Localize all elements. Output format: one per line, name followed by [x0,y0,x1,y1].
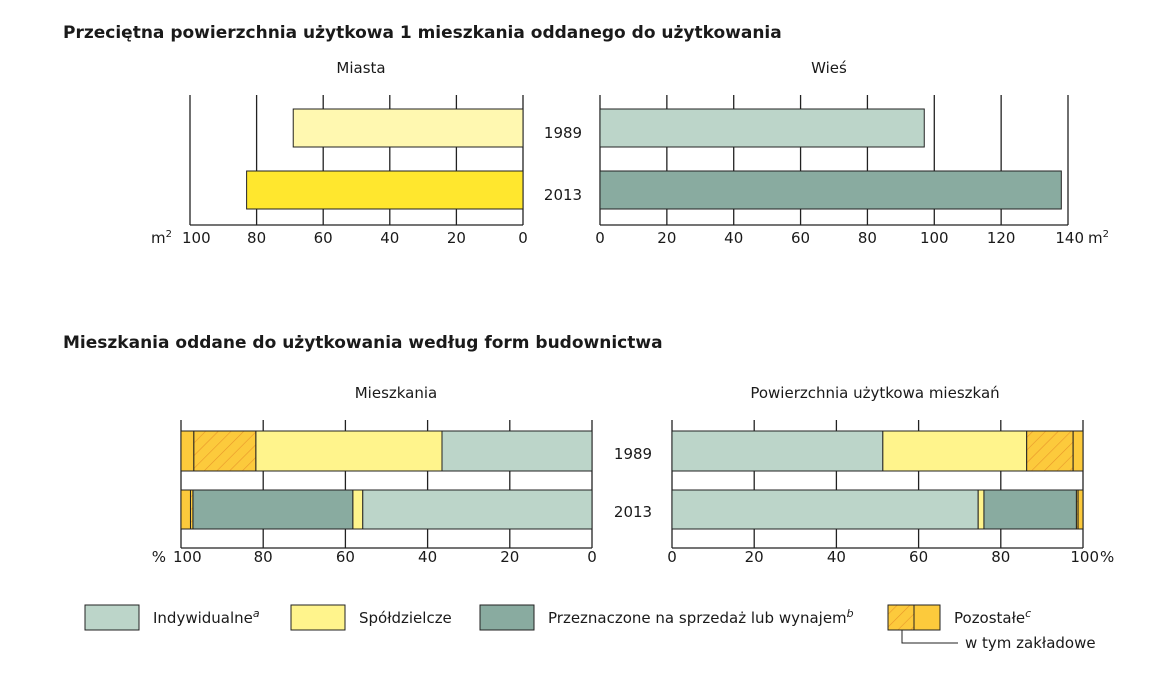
tick-label: 40 [724,229,743,247]
tick-label: 20 [745,548,764,566]
legend-swatch [290,604,346,631]
tick-label: 0 [587,548,597,566]
subtitle-miasta: Miasta [336,59,385,77]
tick-label: 80 [247,229,266,247]
tick-label: 100 [173,548,202,566]
bar-segment-1989 [255,430,443,472]
unit-pct-right: % [1100,548,1114,566]
bar-segment-2013 [1077,489,1084,530]
subtitle-wies: Wieś [811,59,847,77]
legend-connector [901,630,958,644]
bar-segment-2013 [983,489,1077,530]
tick-label: 60 [909,548,928,566]
legend-label: Spółdzielcze [359,609,452,627]
legend-label: Indywidualnea [153,607,260,627]
tick-label: 80 [254,548,273,566]
tick-label: 100 [1070,548,1099,566]
tick-label: 20 [447,229,466,247]
bar-segment-2013 [977,489,985,530]
bar-1989 [599,108,925,148]
year-label-1989-bottom: 1989 [614,445,652,463]
bar-segment-1989 [1072,430,1084,472]
legend-swatch [84,604,140,631]
legend-swatch [479,604,535,631]
tick-label: 0 [667,548,677,566]
tick-label: 100 [920,229,949,247]
bar-segment-1989 [1026,430,1074,472]
legend-label: Pozostałec [954,607,1031,627]
tick-label: 140 [1055,229,1084,247]
chart-title-2: Mieszkania oddane do użytkowania według … [63,333,663,353]
unit-m2-left: m2 [151,229,172,247]
bar-segment-2013 [180,489,191,530]
year-label-2013-bottom: 2013 [614,503,652,521]
tick-label: 80 [991,548,1010,566]
bar-segment-1989 [882,430,1028,472]
subtitle-powierzchnia: Powierzchnia użytkowa mieszkań [750,384,999,402]
tick-label: 20 [657,229,676,247]
unit-m2-right: m2 [1088,229,1109,247]
tick-label: 0 [518,229,528,247]
subtitle-mieszkania: Mieszkania [355,384,438,402]
legend-label: Przeznaczone na sprzedaż lub wynajemb [548,607,854,627]
tick-label: 60 [336,548,355,566]
tick-label: 20 [500,548,519,566]
tick-label: 100 [182,229,211,247]
tick-label: 120 [987,229,1016,247]
bar-2013 [246,170,524,210]
tick-label: 40 [380,229,399,247]
chart-title-1: Przeciętna powierzchnia użytkowa 1 miesz… [63,23,782,43]
bar-segment-2013 [671,489,979,530]
bar-segment-2013 [192,489,354,530]
legend-sub-label: w tym zakładowe [965,634,1096,652]
bar-segment-1989 [671,430,884,472]
year-label-2013-top: 2013 [544,186,582,204]
bar-2013 [599,170,1062,210]
bar-segment-1989 [441,430,593,472]
tick-label: 80 [858,229,877,247]
bar-segment-2013 [352,489,364,530]
tick-label: 40 [827,548,846,566]
tick-label: 40 [418,548,437,566]
legend-swatch-hatched [887,604,915,631]
bar-segment-1989 [193,430,257,472]
tick-label: 60 [791,229,810,247]
bar-segment-2013 [362,489,593,530]
legend-swatch [913,604,941,631]
tick-label: 0 [595,229,605,247]
unit-pct-left: % [152,548,166,566]
tick-label: 60 [314,229,333,247]
bar-1989 [292,108,524,148]
year-label-1989-top: 1989 [544,124,582,142]
bar-segment-1989 [180,430,195,472]
legend: Indywidualnea Spółdzielcze Przeznaczone na… [84,604,1096,652]
